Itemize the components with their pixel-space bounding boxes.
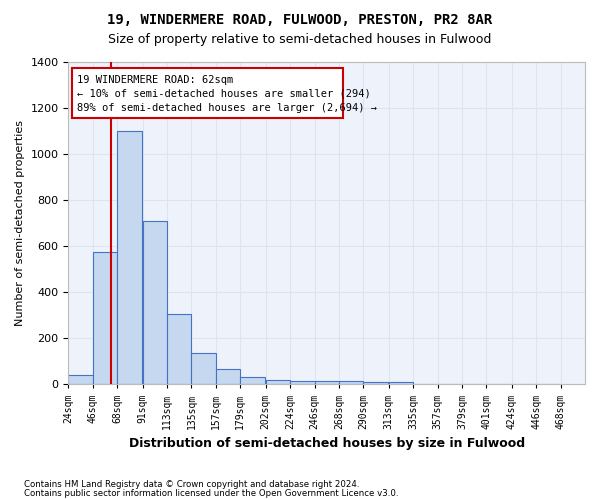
- Bar: [143, 220, 167, 384]
- Bar: [363, 382, 388, 384]
- Text: 19 WINDERMERE ROAD: 62sqm: 19 WINDERMERE ROAD: 62sqm: [77, 75, 233, 85]
- Bar: [93, 252, 117, 384]
- Text: Size of property relative to semi-detached houses in Fulwood: Size of property relative to semi-detach…: [109, 32, 491, 46]
- Bar: [339, 381, 363, 384]
- Bar: [389, 382, 413, 384]
- Bar: [216, 370, 240, 384]
- Text: ← 10% of semi-detached houses are smaller (294): ← 10% of semi-detached houses are smalle…: [77, 88, 371, 99]
- Text: 19, WINDERMERE ROAD, FULWOOD, PRESTON, PR2 8AR: 19, WINDERMERE ROAD, FULWOOD, PRESTON, P…: [107, 12, 493, 26]
- Y-axis label: Number of semi-detached properties: Number of semi-detached properties: [15, 120, 25, 326]
- Text: Contains HM Land Registry data © Crown copyright and database right 2024.: Contains HM Land Registry data © Crown c…: [24, 480, 359, 489]
- FancyBboxPatch shape: [72, 68, 343, 118]
- Bar: [290, 381, 314, 384]
- Text: Contains public sector information licensed under the Open Government Licence v3: Contains public sector information licen…: [24, 490, 398, 498]
- Bar: [167, 314, 191, 384]
- Bar: [191, 354, 216, 384]
- X-axis label: Distribution of semi-detached houses by size in Fulwood: Distribution of semi-detached houses by …: [128, 437, 525, 450]
- Bar: [117, 130, 142, 384]
- Bar: [68, 375, 93, 384]
- Bar: [240, 378, 265, 384]
- Bar: [314, 381, 339, 384]
- Bar: [266, 380, 290, 384]
- Text: 89% of semi-detached houses are larger (2,694) →: 89% of semi-detached houses are larger (…: [77, 102, 377, 113]
